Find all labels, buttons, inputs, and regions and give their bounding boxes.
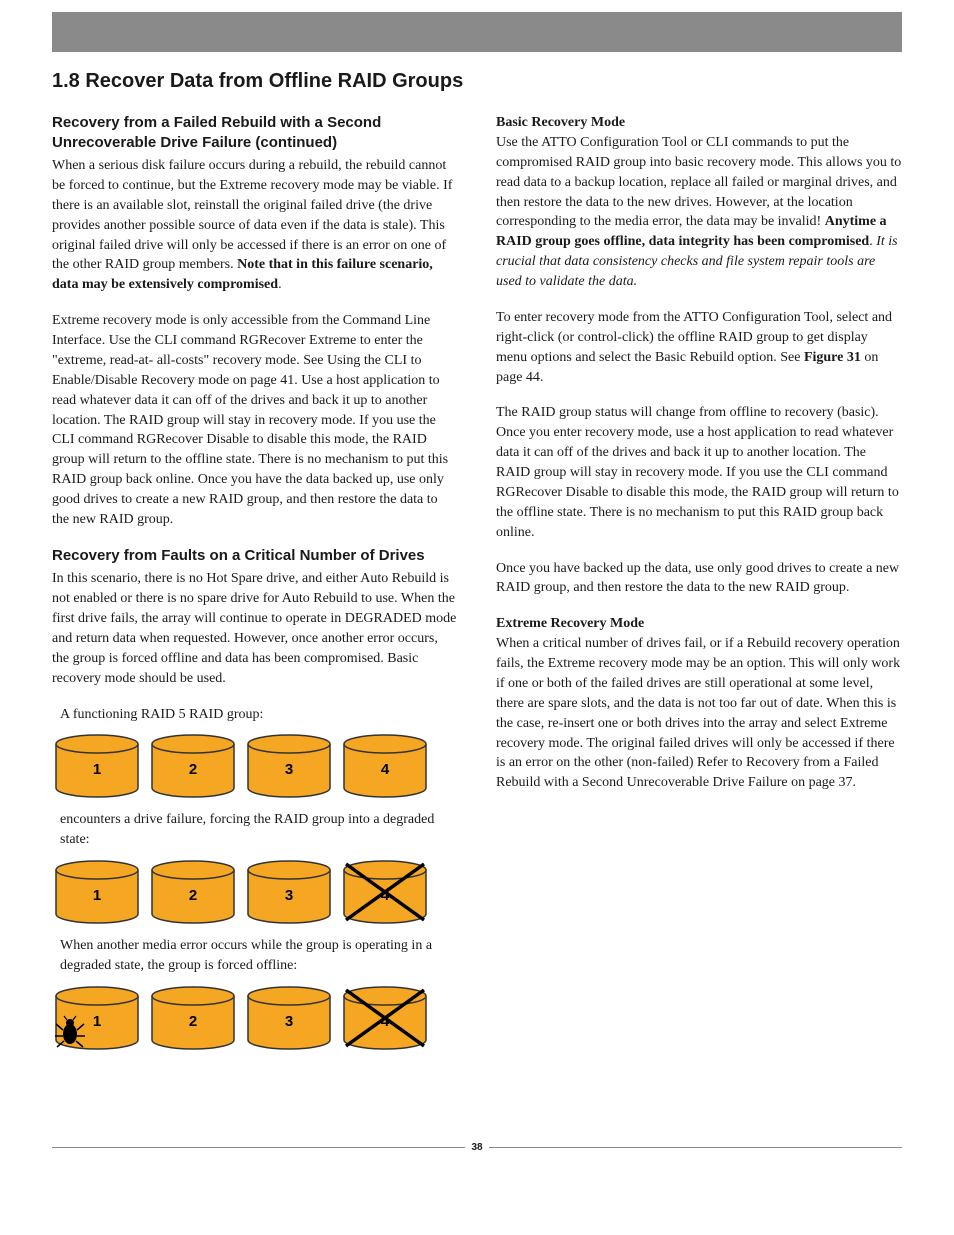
paragraph-basic-1: Basic Recovery Mode Use the ATTO Configu… bbox=[496, 113, 902, 292]
paragraph-faults-1: In this scenario, there is no Hot Spare … bbox=[52, 569, 458, 688]
drive-row-3: 1 234 bbox=[52, 984, 458, 1056]
paragraph-failed-rebuild-1: When a serious disk failure occurs durin… bbox=[52, 156, 458, 295]
svg-text:1: 1 bbox=[93, 1013, 101, 1030]
drive-row-2: 1234 bbox=[52, 858, 458, 930]
page-footer: 38 bbox=[0, 1142, 954, 1173]
svg-text:3: 3 bbox=[285, 887, 293, 904]
caption-functioning: A functioning RAID 5 RAID group: bbox=[60, 705, 458, 725]
paragraph-basic-2: To enter recovery mode from the ATTO Con… bbox=[496, 308, 902, 388]
paragraph-extreme-1: Extreme Recovery Mode When a critical nu… bbox=[496, 614, 902, 793]
two-column-layout: Recovery from a Failed Rebuild with a Se… bbox=[52, 113, 902, 1062]
svg-text:3: 3 bbox=[285, 761, 293, 778]
svg-text:4: 4 bbox=[381, 761, 390, 778]
footer-rule-right bbox=[489, 1147, 902, 1148]
text-run: When a critical number of drives fail, o… bbox=[496, 636, 900, 790]
caption-offline: When another media error occurs while th… bbox=[60, 936, 458, 976]
heading-basic-recovery: Basic Recovery Mode bbox=[496, 115, 625, 130]
svg-text:1: 1 bbox=[93, 887, 101, 904]
page-number: 38 bbox=[471, 1142, 482, 1153]
header-bar bbox=[52, 12, 902, 52]
caption-degraded: encounters a drive failure, forcing the … bbox=[60, 810, 458, 850]
left-column: Recovery from a Failed Rebuild with a Se… bbox=[52, 113, 458, 1062]
text-run: . bbox=[278, 277, 282, 292]
heading-extreme-recovery: Extreme Recovery Mode bbox=[496, 616, 644, 631]
paragraph-basic-4: Once you have backed up the data, use on… bbox=[496, 559, 902, 599]
paragraph-basic-3: The RAID group status will change from o… bbox=[496, 403, 902, 542]
svg-text:1: 1 bbox=[93, 761, 101, 778]
text-bold: Figure 31 bbox=[804, 350, 861, 365]
text-run: When a serious disk failure occurs durin… bbox=[52, 158, 452, 272]
drive-row-1: 1 2 3 4 bbox=[52, 732, 458, 804]
svg-text:3: 3 bbox=[285, 1013, 293, 1030]
svg-text:2: 2 bbox=[189, 887, 197, 904]
right-column: Basic Recovery Mode Use the ATTO Configu… bbox=[496, 113, 902, 1062]
svg-text:2: 2 bbox=[189, 761, 197, 778]
subhead-recovery-failed-rebuild: Recovery from a Failed Rebuild with a Se… bbox=[52, 113, 458, 152]
paragraph-failed-rebuild-2: Extreme recovery mode is only accessible… bbox=[52, 311, 458, 530]
footer-rule-left bbox=[52, 1147, 465, 1148]
subhead-recovery-faults: Recovery from Faults on a Critical Numbe… bbox=[52, 546, 458, 566]
svg-text:2: 2 bbox=[189, 1013, 197, 1030]
page-title: 1.8 Recover Data from Offline RAID Group… bbox=[52, 70, 902, 93]
